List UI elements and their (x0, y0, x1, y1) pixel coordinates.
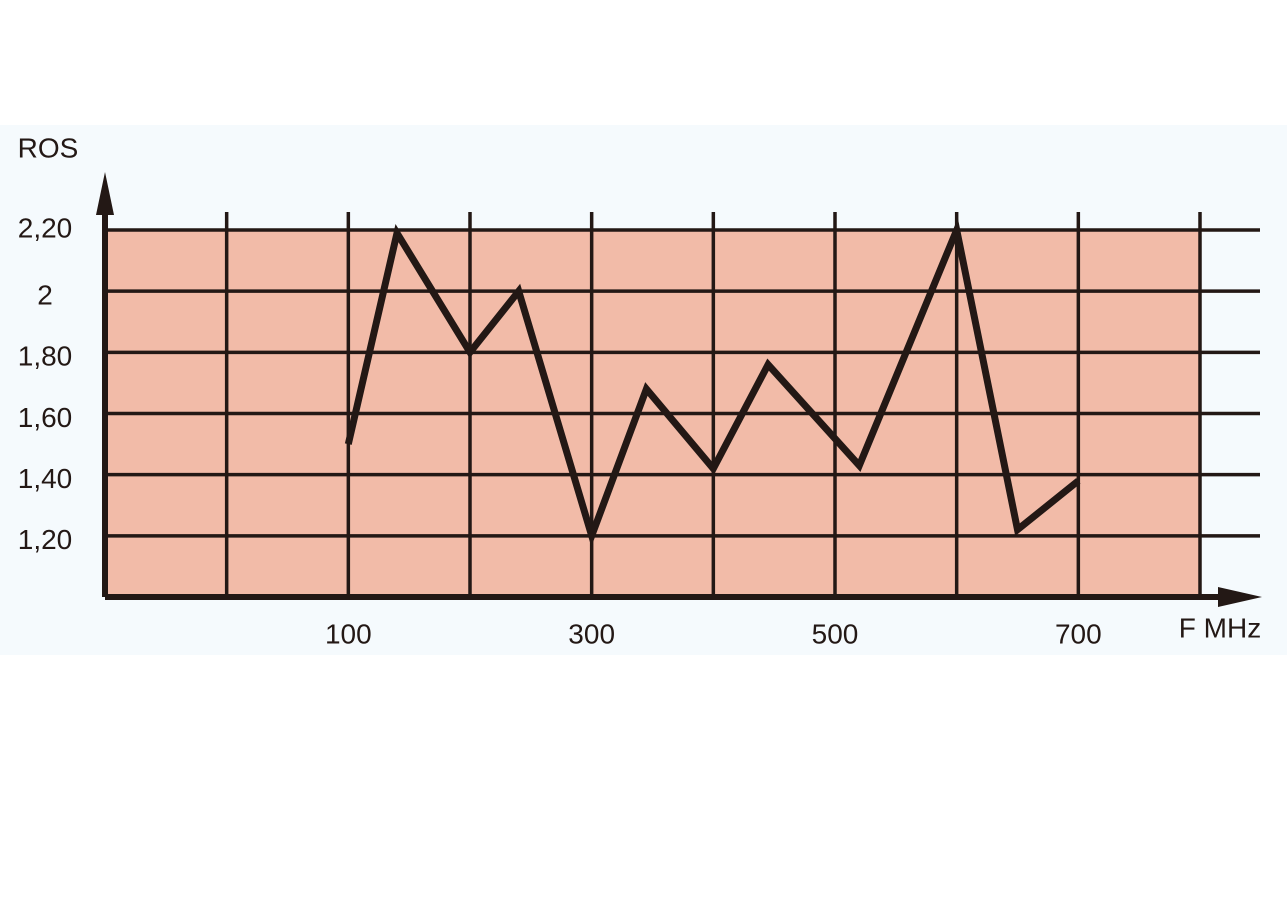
y-tick-label: 2 (37, 280, 53, 311)
data-line (344, 218, 1081, 547)
y-tick-label: 1,20 (18, 524, 73, 555)
x-tick-label: 300 (568, 618, 615, 649)
y-tick-label: 2,20 (18, 212, 73, 243)
y-axis-title: ROS (18, 132, 79, 163)
x-tick-label: 500 (812, 618, 859, 649)
x-axis-title: F MHz (1179, 612, 1261, 643)
y-axis-arrow (96, 172, 114, 215)
y-tick-label: 1,80 (18, 341, 73, 372)
y-tick-label: 1,40 (18, 463, 73, 494)
x-tick-label: 700 (1055, 618, 1102, 649)
x-tick-label: 100 (325, 618, 372, 649)
x-axis-arrow (1218, 587, 1262, 607)
y-tick-label: 1,60 (18, 402, 73, 433)
